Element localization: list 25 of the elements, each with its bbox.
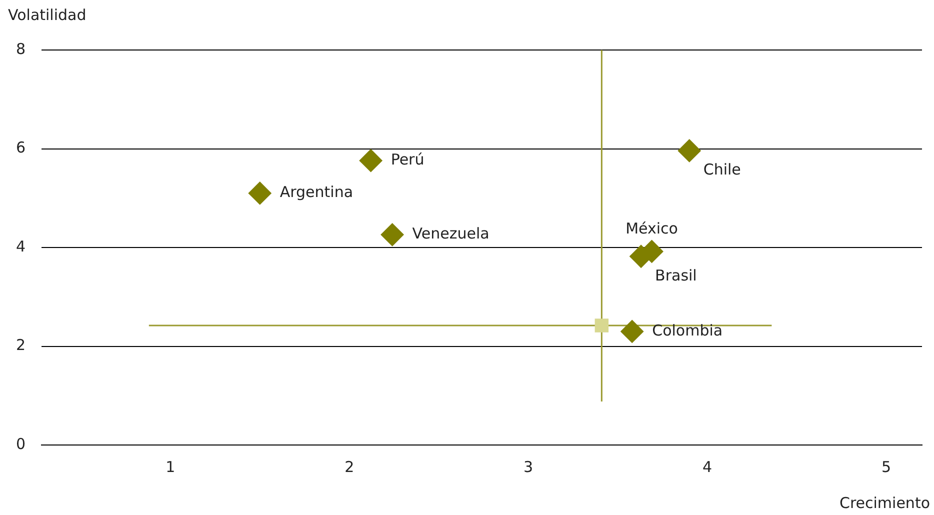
- annotation: Colombia: [652, 321, 723, 340]
- x-tick-label: 1: [166, 458, 176, 476]
- point: [380, 223, 404, 246]
- point: [594, 318, 609, 332]
- annotation: México: [626, 219, 678, 238]
- y-tick-label: 4: [16, 237, 26, 256]
- annotation: Perú: [390, 150, 424, 168]
- x-tick-label: 2: [344, 458, 354, 476]
- point: [678, 139, 701, 162]
- x-tick-label: 3: [524, 458, 534, 476]
- point: [620, 320, 644, 343]
- y-tick-label: 2: [16, 336, 26, 354]
- point: [359, 149, 382, 172]
- annotation: Chile: [703, 160, 741, 179]
- annotation: Brasil: [655, 266, 697, 284]
- point: [248, 182, 272, 205]
- annotation: Venezuela: [412, 224, 490, 243]
- y-tick-label: 8: [16, 40, 26, 58]
- x-tick-label: 4: [702, 458, 712, 476]
- y-tick-label: 6: [16, 138, 26, 157]
- y-tick-label: 0: [16, 434, 26, 453]
- x-tick-label: 5: [881, 458, 891, 476]
- y-axis-title: Volatilidad: [8, 6, 86, 24]
- annotation: Argentina: [280, 183, 354, 202]
- x-axis-title: Crecimiento: [839, 494, 930, 512]
